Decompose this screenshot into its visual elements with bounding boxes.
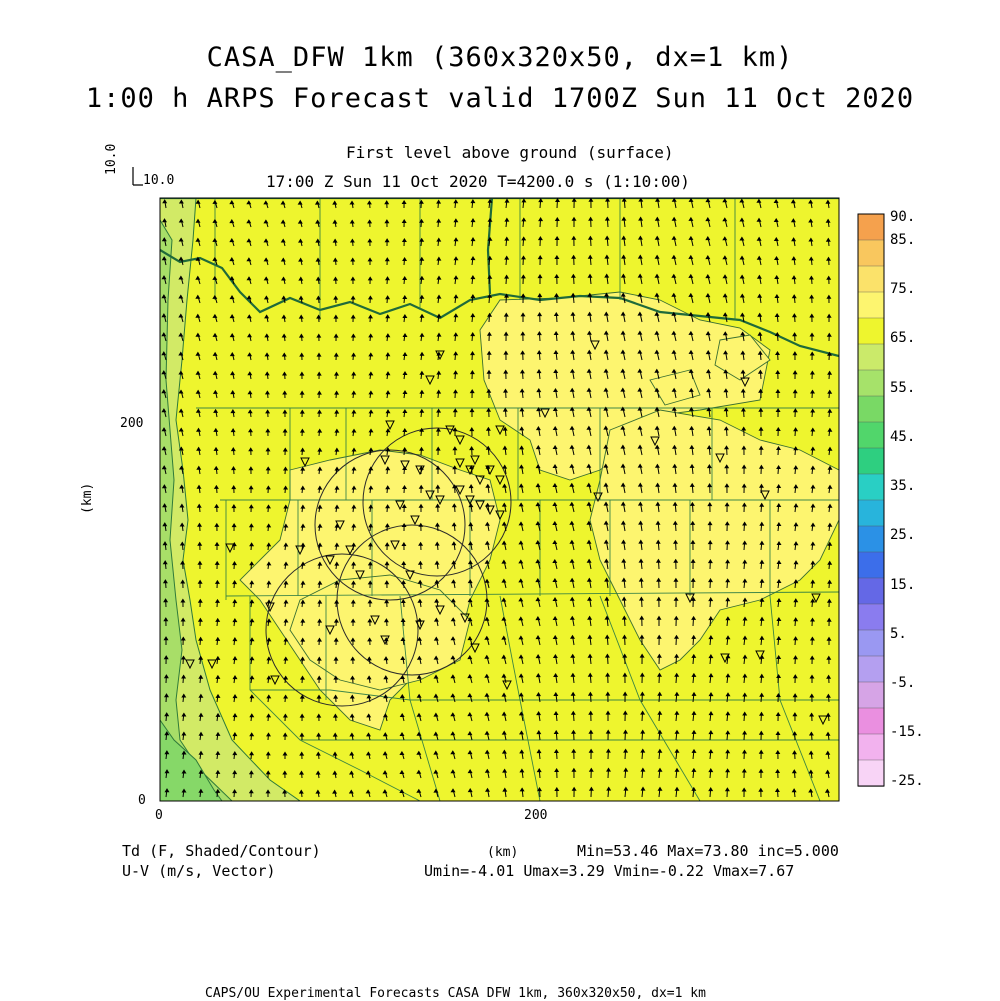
colorbar-swatch <box>858 500 884 527</box>
colorbar-swatch <box>858 760 884 787</box>
colorbar-swatch <box>858 734 884 761</box>
colorbar-swatch <box>858 656 884 683</box>
colorbar-swatch <box>858 604 884 631</box>
colorbar-swatch <box>858 630 884 657</box>
colorbar <box>858 214 884 787</box>
colorbar-swatch <box>858 318 884 345</box>
colorbar-swatch <box>858 422 884 449</box>
colorbar-swatch <box>858 448 884 475</box>
colorbar-swatch <box>858 578 884 605</box>
colorbar-swatch <box>858 292 884 319</box>
colorbar-swatch <box>858 214 884 241</box>
colorbar-swatch <box>858 526 884 553</box>
colorbar-swatch <box>858 240 884 267</box>
colorbar-swatch <box>858 344 884 371</box>
reference-vector <box>133 167 143 185</box>
colorbar-swatch <box>858 682 884 709</box>
colorbar-swatch <box>858 370 884 397</box>
colorbar-swatch <box>858 396 884 423</box>
colorbar-swatch <box>858 266 884 293</box>
colorbar-swatch <box>858 708 884 735</box>
colorbar-swatch <box>858 474 884 501</box>
colorbar-swatch <box>858 552 884 579</box>
